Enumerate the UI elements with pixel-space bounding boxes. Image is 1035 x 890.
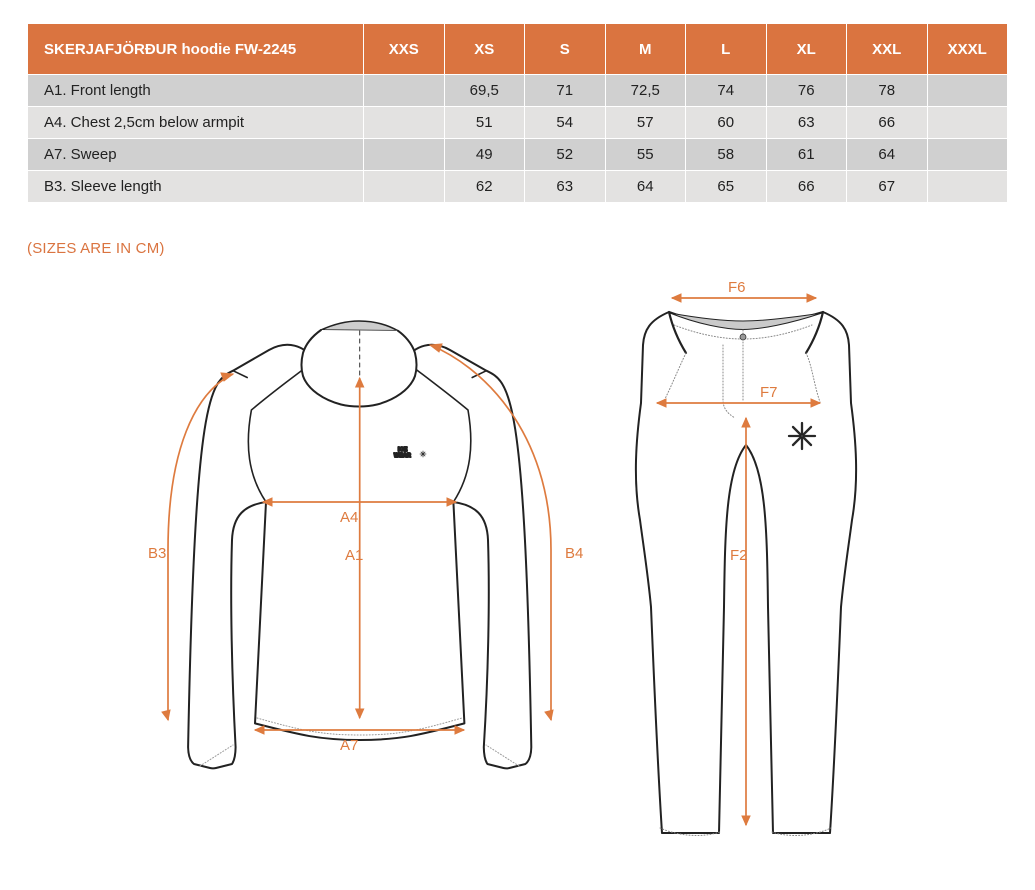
svg-text:B3: B3 <box>148 545 166 562</box>
svg-text:B4: B4 <box>565 545 583 562</box>
svg-text:F7: F7 <box>760 384 778 401</box>
svg-text:F6: F6 <box>728 279 746 296</box>
svg-text:F2: F2 <box>730 547 748 564</box>
svg-text:A7: A7 <box>340 737 358 754</box>
svg-text:WEAR: WEAR <box>394 453 411 459</box>
svg-text:A4: A4 <box>340 509 358 526</box>
svg-text:A1: A1 <box>345 547 363 564</box>
